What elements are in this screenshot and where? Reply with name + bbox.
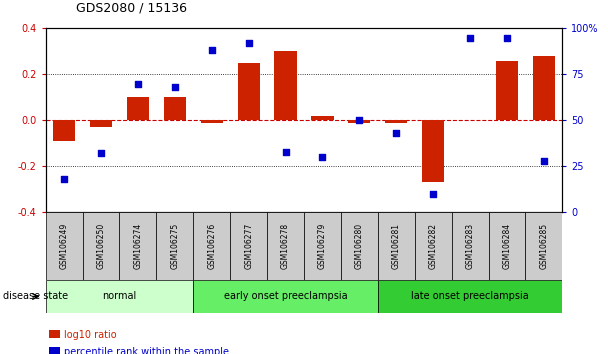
Text: GSM106275: GSM106275 [170,223,179,269]
Bar [164,97,186,120]
Point [465,35,475,40]
Bar [83,212,119,280]
Bar [201,120,223,123]
Point [281,149,291,154]
Bar [304,212,341,280]
Bar [46,280,193,313]
Bar [274,51,297,120]
Bar [119,212,156,280]
Point [244,40,254,46]
Bar [378,280,562,313]
Point [133,81,143,86]
Bar [230,212,267,280]
Point [317,154,327,160]
Bar [90,120,112,127]
Point [170,84,179,90]
Bar [533,56,555,120]
Text: GSM106250: GSM106250 [97,223,105,269]
Text: GSM106276: GSM106276 [207,223,216,269]
Bar [489,212,525,280]
Text: GSM106281: GSM106281 [392,223,401,269]
Bar [348,120,370,123]
Text: GSM106284: GSM106284 [503,223,511,269]
Text: GSM106283: GSM106283 [466,223,475,269]
Bar [311,116,334,120]
Text: early onset preeclampsia: early onset preeclampsia [224,291,347,302]
Text: GSM106282: GSM106282 [429,223,438,269]
Bar [49,330,60,338]
Bar [341,212,378,280]
Bar [238,63,260,120]
Point [539,158,549,164]
Bar [49,347,60,354]
Point [354,118,364,123]
Bar [385,120,407,123]
Text: GSM106277: GSM106277 [244,223,253,269]
Text: GSM106274: GSM106274 [133,223,142,269]
Point [428,191,438,197]
Text: GSM106278: GSM106278 [281,223,290,269]
Bar [378,212,415,280]
Text: GSM106249: GSM106249 [60,223,69,269]
Text: log10 ratio: log10 ratio [64,330,117,339]
Bar [156,212,193,280]
Point [392,130,401,136]
Text: GSM106279: GSM106279 [318,223,327,269]
Bar [193,212,230,280]
Bar [193,280,378,313]
Point [96,151,106,156]
Bar [415,212,452,280]
Bar [53,120,75,141]
Point [502,35,512,40]
Text: GSM106285: GSM106285 [539,223,548,269]
Bar [525,212,562,280]
Text: GDS2080 / 15136: GDS2080 / 15136 [76,1,187,14]
Bar [267,212,304,280]
Point [59,176,69,182]
Bar [422,120,444,183]
Bar [127,97,149,120]
Text: late onset preeclampsia: late onset preeclampsia [411,291,529,302]
Bar [452,212,489,280]
Text: normal: normal [102,291,137,302]
Bar [46,212,83,280]
Point [207,47,216,53]
Bar [496,61,518,120]
Text: GSM106280: GSM106280 [355,223,364,269]
Text: percentile rank within the sample: percentile rank within the sample [64,347,229,354]
Text: disease state: disease state [3,291,68,302]
